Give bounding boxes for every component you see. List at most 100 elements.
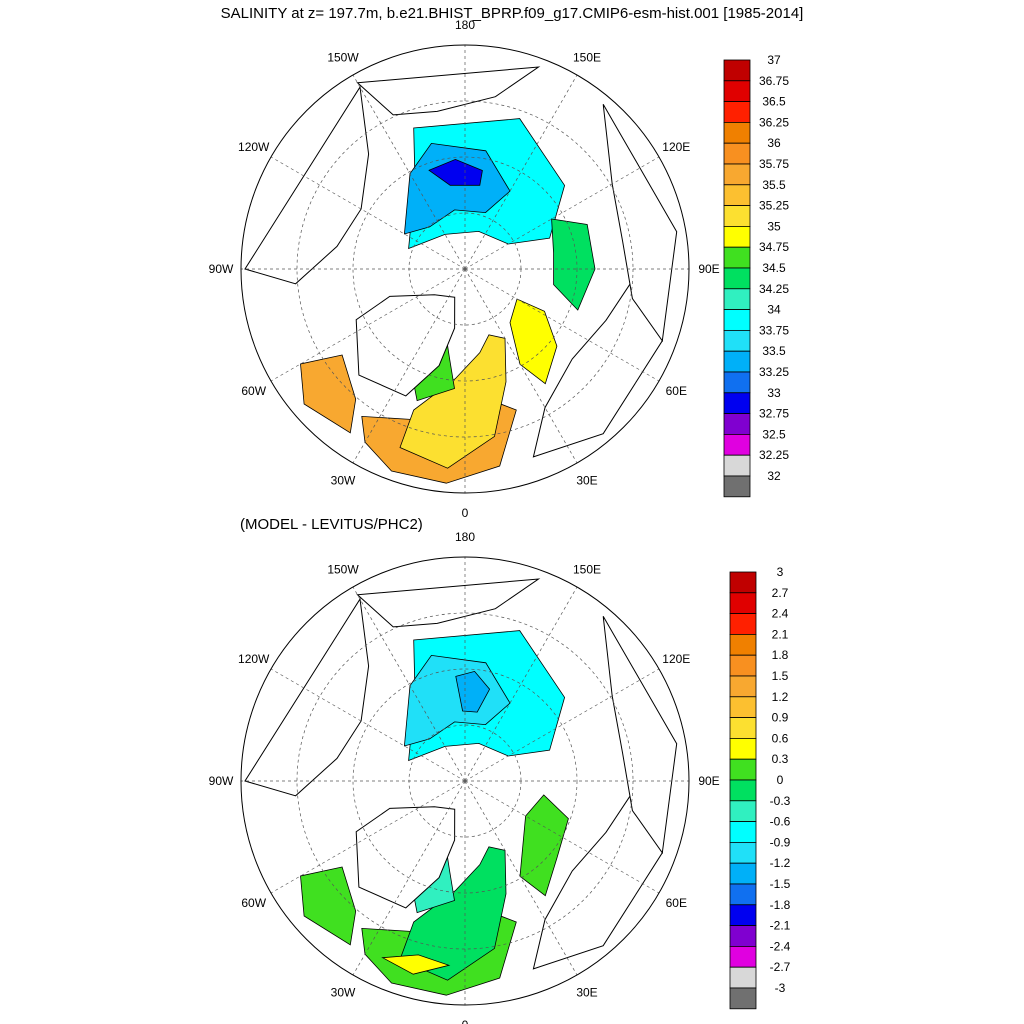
map-border xyxy=(240,556,690,1006)
colorbar-swatch xyxy=(723,475,751,498)
longitude-label: 90E xyxy=(698,774,719,788)
ocean-beaufort-gyre xyxy=(403,142,511,235)
colorbar-label: 1.2 xyxy=(772,690,789,704)
panel-salinity-difference: 180 150E 120E 90E 60E 30E 0 30W 60W 90W 120W 150W 3 2… xyxy=(209,530,791,1024)
colorbar-label: 35.75 xyxy=(759,157,789,171)
colorbar-swatch xyxy=(729,925,757,947)
colorbar-label: 0.6 xyxy=(772,731,789,745)
longitude-label: 150E xyxy=(573,563,601,577)
land-greenland xyxy=(355,806,456,909)
graticule xyxy=(241,557,689,1005)
longitude-label: 30E xyxy=(576,473,597,487)
map-disk xyxy=(241,45,689,493)
colorbar-label: -0.3 xyxy=(770,794,791,808)
colorbar-label: 34.25 xyxy=(759,282,789,296)
colorbar-label: 2.4 xyxy=(772,607,789,621)
longitude-label: 30W xyxy=(331,985,356,999)
colorbar-label: 34.5 xyxy=(762,261,786,275)
longitude-label: 120W xyxy=(238,652,270,666)
ocean-arctic-inner xyxy=(403,654,511,747)
colorbar: 37 36.75 36.5 36.25 36 35.75 35.5 35.25 35 34.75 3… xyxy=(723,53,789,498)
colorbar-label: 36.75 xyxy=(759,74,789,88)
colorbar-swatch xyxy=(723,309,751,331)
colorbar-swatch xyxy=(729,592,757,614)
longitude-label: 180 xyxy=(455,530,475,544)
colorbar-label: 33 xyxy=(767,386,781,400)
colorbar-label: 36.5 xyxy=(762,95,786,109)
colorbar-swatch xyxy=(723,454,751,477)
colorbar-label: 34.75 xyxy=(759,240,789,254)
longitude-label: 90W xyxy=(209,774,234,788)
colorbar-swatch xyxy=(729,800,757,822)
longitude-label: 150W xyxy=(327,51,359,65)
colorbar-swatch xyxy=(729,696,757,718)
map-disk xyxy=(241,557,689,1005)
colorbar-swatch xyxy=(723,101,751,123)
longitude-label: 60W xyxy=(241,896,266,910)
panel-salinity: 180 150E 120E 90E 60E 30E 0 30W 60W 90W 120W 150W 37… xyxy=(209,18,790,520)
land-alaska xyxy=(356,578,541,628)
colorbar-swatch xyxy=(729,738,757,760)
colorbar-label: 0.3 xyxy=(772,752,789,766)
colorbar-label: 1.8 xyxy=(772,648,789,662)
colorbar-label: 32 xyxy=(767,469,781,483)
colorbar-swatch xyxy=(729,946,757,968)
colorbar-label: 35.25 xyxy=(759,199,789,213)
colorbar-swatch xyxy=(723,288,751,310)
colorbar-label: 36.25 xyxy=(759,115,789,129)
colorbar-swatch xyxy=(729,634,757,656)
colorbar-label: 37 xyxy=(767,53,781,67)
colorbar-swatch xyxy=(723,350,751,373)
colorbar-swatch xyxy=(723,163,751,186)
ocean-nordic-seas xyxy=(399,334,507,469)
colorbar-label: -2.1 xyxy=(770,919,791,933)
colorbar-swatch xyxy=(723,59,751,82)
longitude-label: 30W xyxy=(331,473,356,487)
map-border xyxy=(240,44,690,494)
colorbar-swatch xyxy=(723,142,751,165)
colorbar-label: 32.25 xyxy=(759,448,789,462)
figure-title: SALINITY at z= 197.7m, b.e21.BHIST_BPRP.… xyxy=(221,5,804,22)
ocean-positive-patch xyxy=(381,954,451,975)
colorbar-label: 3 xyxy=(777,565,784,579)
longitude-label: 0 xyxy=(462,1018,469,1024)
colorbar-swatch xyxy=(723,225,751,248)
colorbar-label: 32.75 xyxy=(759,407,789,421)
colorbar-swatch xyxy=(723,184,751,207)
colorbar-swatch xyxy=(729,842,757,864)
longitude-label: 0 xyxy=(462,506,469,520)
colorbar-label: -2.7 xyxy=(770,960,791,974)
longitude-label: 60W xyxy=(241,384,266,398)
colorbar-swatch xyxy=(729,779,757,802)
colorbar-label: 0.9 xyxy=(772,711,789,725)
colorbar-label: 2.1 xyxy=(772,627,789,641)
colorbar-swatch xyxy=(729,883,757,906)
colorbar-swatch xyxy=(723,80,751,103)
ocean-nordic-seas xyxy=(399,846,507,981)
colorbar-label: 33.75 xyxy=(759,323,789,337)
longitude-label: 60E xyxy=(666,384,687,398)
longitude-label: 30E xyxy=(576,985,597,999)
land-alaska xyxy=(356,66,541,116)
colorbar-label: 35.5 xyxy=(762,178,786,192)
colorbar-label: 33.25 xyxy=(759,365,789,379)
longitude-label: 90W xyxy=(209,262,234,276)
colorbar-label: 33.5 xyxy=(762,344,786,358)
colorbar-swatch xyxy=(723,329,751,352)
colorbar-swatch xyxy=(729,613,757,635)
colorbar-label: -1.8 xyxy=(770,898,791,912)
colorbar-label: 0 xyxy=(777,773,784,787)
colorbar-label: -0.6 xyxy=(770,815,791,829)
ocean-gyre-core xyxy=(428,158,483,186)
colorbar-label: 2.7 xyxy=(772,586,789,600)
colorbar-label: 34 xyxy=(767,303,781,317)
longitude-label: 150E xyxy=(573,51,601,65)
colorbar-swatch xyxy=(723,371,751,394)
colorbar-swatch xyxy=(729,717,757,739)
colorbar-swatch xyxy=(729,654,757,677)
ocean-kara-sea xyxy=(551,218,596,311)
longitude-label: 180 xyxy=(455,18,475,32)
colorbar-label: -3 xyxy=(775,981,786,995)
ocean-barents-sea xyxy=(509,298,558,385)
colorbar-swatch xyxy=(729,821,757,843)
